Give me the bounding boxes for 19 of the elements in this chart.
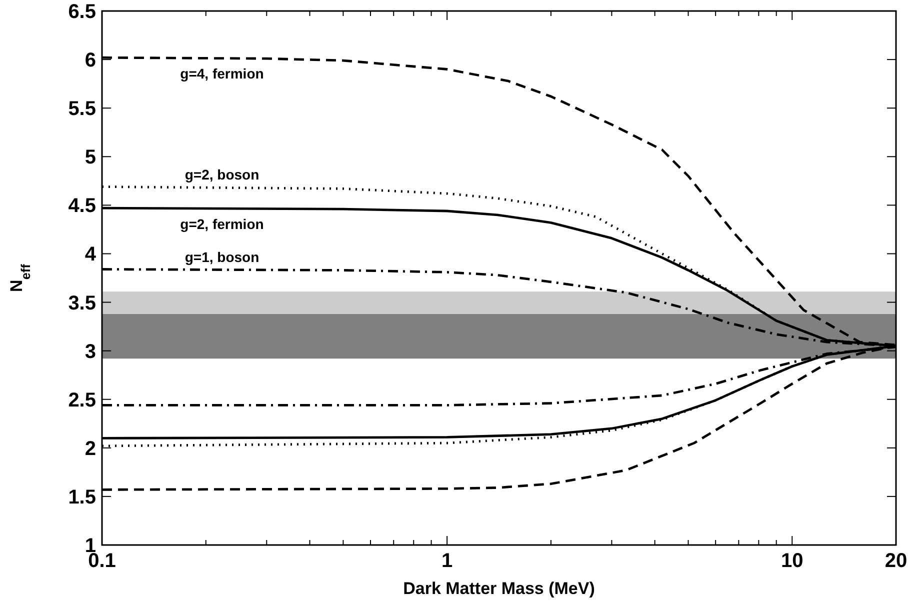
x-tick-label: 20 [884, 550, 908, 572]
series-label: g=2, boson [184, 166, 260, 183]
y-tick-label: 3.5 [68, 292, 96, 314]
y-tick-label: 4.5 [68, 195, 96, 218]
x-tick-label: 1 [442, 550, 453, 572]
x-axis-title: Dark Matter Mass (MeV) [403, 579, 595, 598]
x-tick-label: 10 [781, 550, 804, 572]
y-tick-label: 1.5 [68, 486, 96, 508]
series-label: g=1, boson [184, 249, 260, 266]
series-label: g=4, fermion [180, 66, 264, 82]
y-tick-label: 2 [84, 438, 96, 460]
y-tick-label: 3 [84, 340, 96, 363]
y-tick-label: 4 [84, 244, 97, 266]
y-tick-label: 5.5 [68, 98, 96, 120]
series-label: g=2, fermion [180, 216, 264, 232]
y-tick-label: 6.5 [68, 1, 96, 23]
y-tick-label: 5 [84, 146, 96, 169]
y-tick-label: 2.5 [68, 389, 96, 412]
y-tick-label: 6 [84, 50, 96, 72]
